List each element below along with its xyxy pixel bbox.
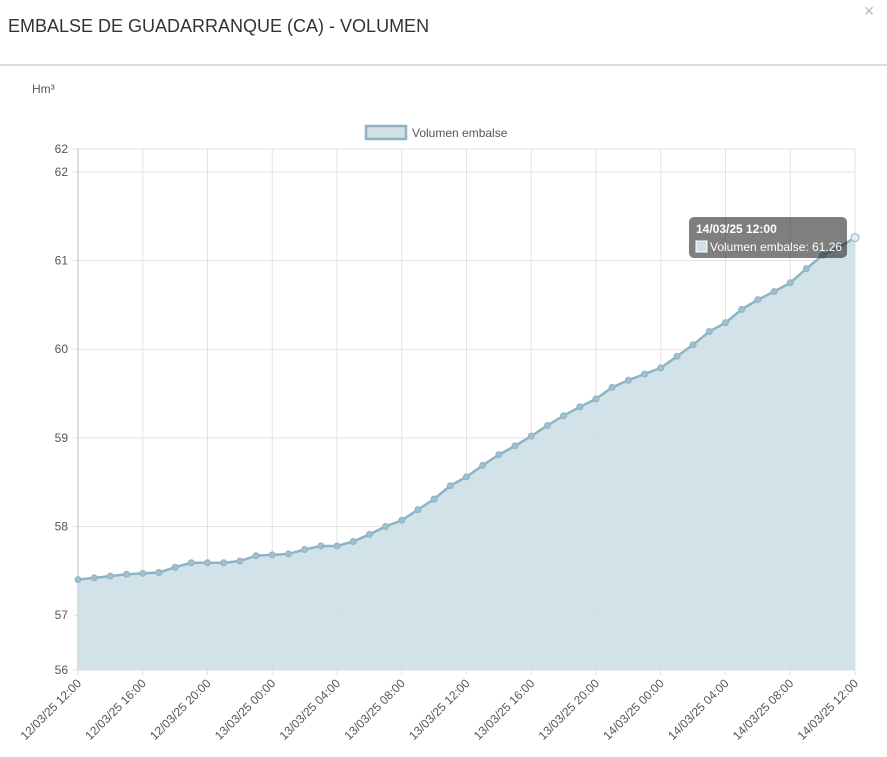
y-tick-label: 60 [55, 342, 69, 356]
y-tick-label: 62 [55, 165, 69, 179]
area [78, 237, 855, 670]
point [463, 473, 470, 481]
point [123, 570, 131, 578]
point [576, 403, 584, 411]
y-tick-label: 62 [55, 142, 69, 156]
x-tick-label: 14/03/25 12:00 [795, 676, 862, 743]
x-tick-label: 14/03/25 04:00 [665, 676, 732, 743]
point [74, 576, 82, 584]
point [268, 551, 276, 559]
point [543, 421, 551, 429]
point [641, 370, 649, 378]
point [155, 569, 163, 577]
y-tick-label: 61 [55, 254, 69, 268]
modal-title: EMBALSE DE GUADARRANQUE (CA) - VOLUMEN [8, 16, 429, 36]
point [657, 364, 665, 372]
point [705, 328, 713, 336]
point [171, 563, 179, 571]
y-tick-label: 58 [55, 519, 69, 533]
legend-label: Volumen embalse [412, 126, 508, 140]
y-tick-label: 56 [55, 663, 69, 677]
point [560, 412, 568, 420]
tooltip-text: Volumen embalse: 61.26 [710, 240, 842, 254]
point [479, 461, 487, 469]
point [349, 538, 357, 546]
x-tick-label: 13/03/25 20:00 [536, 676, 603, 743]
point [802, 265, 810, 273]
point [770, 288, 778, 296]
point [738, 305, 746, 313]
point [446, 482, 454, 490]
point [333, 542, 341, 550]
x-tick-label: 12/03/25 12:00 [18, 676, 85, 743]
x-tick-label: 14/03/25 08:00 [730, 676, 797, 743]
point [220, 559, 228, 567]
x-tick-label: 12/03/25 16:00 [82, 676, 149, 743]
tooltip-swatch [695, 240, 708, 253]
y-tick-label: 59 [55, 431, 69, 445]
point [689, 341, 697, 349]
point [252, 552, 260, 560]
point [236, 557, 244, 565]
x-tick-label: 13/03/25 00:00 [212, 676, 279, 743]
x-tick-label: 13/03/25 04:00 [277, 676, 344, 743]
point [850, 233, 860, 243]
point [187, 559, 195, 567]
point [495, 451, 503, 459]
point [284, 550, 292, 558]
point [786, 279, 794, 287]
x-tick-label: 13/03/25 12:00 [406, 676, 473, 743]
point [398, 516, 406, 524]
point [592, 395, 600, 403]
tooltip-title: 14/03/25 12:00 [696, 222, 777, 236]
point [527, 432, 535, 440]
point [106, 572, 114, 580]
x-tick-label: 12/03/25 20:00 [147, 676, 214, 743]
tooltip [689, 217, 847, 258]
x-tick-label: 14/03/25 00:00 [600, 676, 667, 743]
legend-swatch [364, 124, 408, 141]
x-tick-label: 13/03/25 08:00 [341, 676, 408, 743]
point [382, 522, 390, 530]
point [317, 542, 325, 550]
point [139, 569, 147, 577]
y-axis-label: Hm³ [32, 82, 55, 96]
point [365, 530, 373, 538]
point [204, 559, 211, 567]
x-tick-label: 13/03/25 16:00 [471, 676, 538, 743]
point [414, 506, 422, 514]
point [90, 574, 98, 582]
close-button[interactable]: × [864, 1, 875, 21]
point [608, 383, 616, 391]
point [624, 376, 632, 384]
y-tick-label: 57 [55, 608, 69, 622]
point [511, 442, 519, 450]
point [722, 319, 729, 327]
point [301, 545, 309, 553]
point [430, 495, 438, 503]
point [673, 352, 681, 360]
point [754, 296, 762, 304]
